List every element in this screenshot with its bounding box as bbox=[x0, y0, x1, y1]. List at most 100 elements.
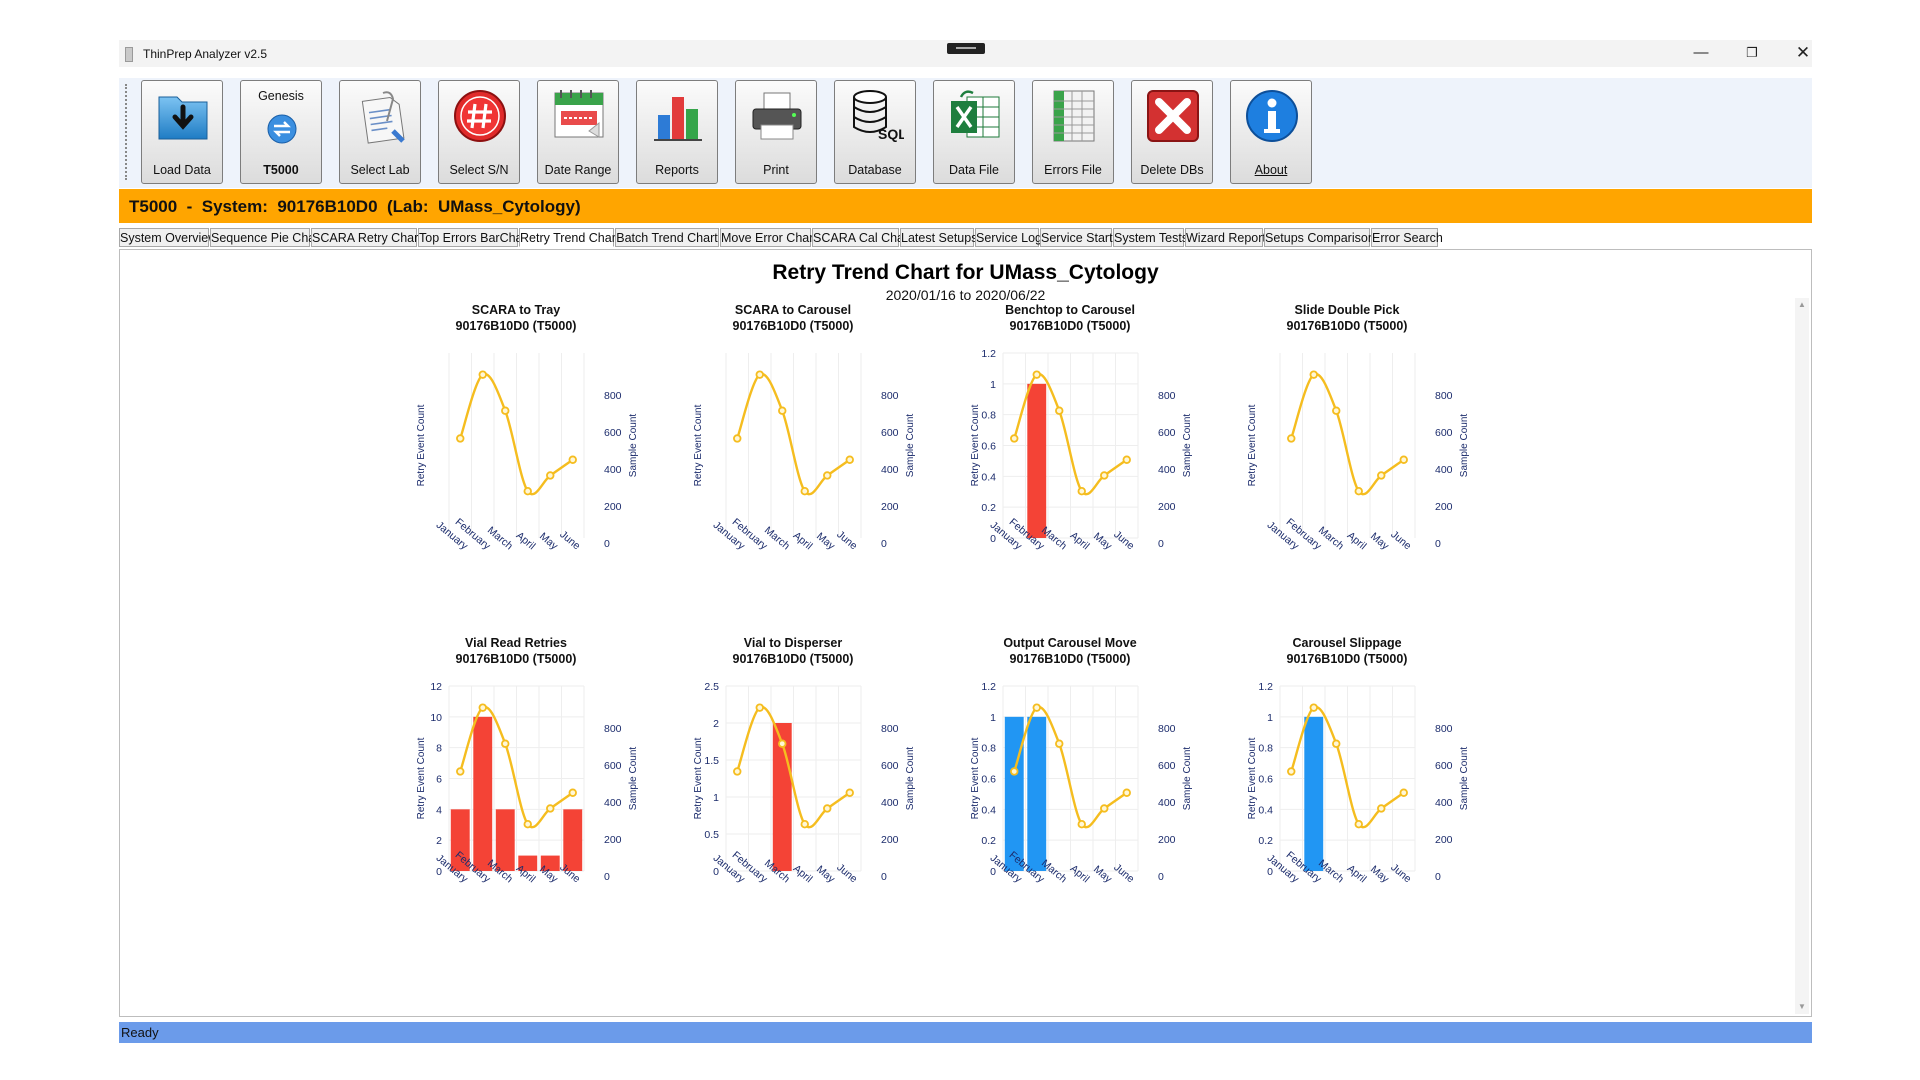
y-tick-label: 12 bbox=[430, 681, 442, 693]
print-button[interactable]: Print bbox=[735, 80, 817, 184]
sample-point-march bbox=[1055, 406, 1064, 415]
tab-scara-retry-chart[interactable]: SCARA Retry Chart bbox=[311, 228, 422, 247]
chart-title: Vial Read Retries bbox=[465, 636, 567, 650]
sample-point-june bbox=[1399, 455, 1408, 464]
x-tick-label: March bbox=[1316, 524, 1346, 552]
tab-service-starts[interactable]: Service Starts bbox=[1040, 228, 1119, 247]
sample-point-january bbox=[1010, 767, 1019, 776]
chart-panel-slide-double-pick: Slide Double Pick 90176B10D0 (T5000) 0 200 4… bbox=[1240, 298, 1480, 598]
tab-setups-comparison[interactable]: Setups Comparison bbox=[1264, 228, 1375, 247]
y-axis-title: Retry Event Count bbox=[970, 404, 981, 486]
data-file-button[interactable]: Data File bbox=[933, 80, 1015, 184]
tab-wizard-report[interactable]: Wizard Report bbox=[1185, 228, 1266, 247]
calendar-icon bbox=[554, 90, 604, 138]
tab-error-search[interactable]: Error Search bbox=[1371, 228, 1443, 247]
y2-tick-label: 0 bbox=[1158, 871, 1164, 883]
about-label: About bbox=[1254, 163, 1288, 177]
y-tick-label: 0 bbox=[436, 866, 442, 878]
scroll-up-icon[interactable]: ▲ bbox=[1798, 300, 1806, 309]
chart-svg: Carousel Slippage 90176B10D0 (T5000) 0 0.2 0… bbox=[1247, 636, 1470, 886]
y-tick-label: 2 bbox=[713, 718, 719, 730]
y2-axis-title: Sample Count bbox=[628, 747, 639, 811]
bar-february bbox=[1027, 383, 1047, 538]
y-tick-label: 2 bbox=[436, 835, 442, 847]
tab-system-overview[interactable]: System Overview bbox=[119, 228, 217, 247]
date-range-button[interactable]: Date Range bbox=[537, 80, 619, 184]
tab-strip: System Overview Sequence Pie Chart SCARA R… bbox=[119, 228, 1812, 248]
minimize-button[interactable]: — bbox=[1693, 44, 1709, 61]
sample-point-march bbox=[778, 739, 787, 748]
sample-point-march bbox=[1332, 406, 1341, 415]
select-sn-button[interactable]: Select S/N bbox=[438, 80, 520, 184]
reports-label: Reports bbox=[655, 163, 699, 177]
database-button[interactable]: SQL Database bbox=[834, 80, 916, 184]
tab-latest-setups[interactable]: Latest Setups bbox=[900, 228, 977, 247]
sample-point-january bbox=[733, 767, 742, 776]
y2-tick-label: 800 bbox=[881, 723, 899, 735]
sample-point-april bbox=[1354, 819, 1363, 829]
select-lab-button[interactable]: Select Lab bbox=[339, 80, 421, 184]
sample-point-february bbox=[478, 370, 487, 379]
chart-subtitle: 90176B10D0 (T5000) bbox=[1010, 319, 1131, 333]
errors-file-label: Errors File bbox=[1044, 163, 1102, 177]
load-data-button[interactable]: Load Data bbox=[141, 80, 223, 184]
scroll-down-icon[interactable]: ▼ bbox=[1798, 1002, 1806, 1011]
y-tick-label: 0.6 bbox=[1258, 774, 1273, 786]
chart-panel-vial-read-retries: Vial Read Retries 90176B10D0 (T5000) 0 2 4 6 8… bbox=[409, 631, 649, 931]
vertical-scrollbar[interactable] bbox=[1795, 298, 1809, 1014]
y-tick-label: 1.2 bbox=[981, 681, 996, 693]
maximize-button[interactable]: ❐ bbox=[1746, 45, 1758, 60]
chart-title: SCARA to Carousel bbox=[735, 303, 851, 317]
tab-sequence-pie-chart[interactable]: Sequence Pie Chart bbox=[210, 228, 323, 247]
app-icon bbox=[125, 47, 133, 62]
y-tick-label: 0.4 bbox=[981, 471, 996, 483]
tab-service-log[interactable]: Service Log bbox=[975, 228, 1042, 247]
y2-tick-label: 400 bbox=[1158, 464, 1176, 476]
errors-file-button[interactable]: Errors File bbox=[1032, 80, 1114, 184]
y2-tick-label: 0 bbox=[1435, 538, 1441, 550]
y2-tick-label: 600 bbox=[1435, 427, 1453, 439]
reports-button[interactable]: Reports bbox=[636, 80, 718, 184]
sample-point-may bbox=[1100, 471, 1109, 480]
hash-icon bbox=[454, 90, 506, 142]
tab-scara-cal-chart[interactable]: SCARA Cal Chart bbox=[812, 228, 912, 247]
y-tick-label: 1.2 bbox=[981, 348, 996, 360]
y-tick-label: 0 bbox=[990, 866, 996, 878]
y-axis-title: Retry Event Count bbox=[693, 404, 704, 486]
window-grip-icon[interactable] bbox=[947, 43, 985, 54]
delete-dbs-button[interactable]: Delete DBs bbox=[1131, 80, 1213, 184]
x-tick-label: May bbox=[814, 863, 837, 885]
toolbar-grip[interactable] bbox=[125, 84, 127, 180]
y-tick-label: 1 bbox=[713, 792, 719, 804]
y-tick-label: 0.4 bbox=[1258, 804, 1273, 816]
sample-point-february bbox=[755, 370, 764, 379]
x-tick-label: May bbox=[1368, 530, 1391, 552]
y-tick-label: 0.8 bbox=[981, 410, 996, 422]
x-tick-label: June bbox=[834, 528, 859, 552]
about-button[interactable]: About bbox=[1230, 80, 1312, 184]
select-sn-label: Select S/N bbox=[449, 163, 509, 177]
y2-axis-title: Sample Count bbox=[905, 414, 916, 478]
tab-top-errors-barchart[interactable]: Top Errors BarChart bbox=[418, 228, 530, 247]
database-sql-icon: SQL bbox=[853, 90, 904, 142]
sample-point-june bbox=[568, 788, 577, 797]
genesis-t5000-toggle-button[interactable]: Genesis T5000 bbox=[240, 80, 322, 184]
tab-system-tests[interactable]: System Tests bbox=[1113, 228, 1188, 247]
tab-move-error-chart[interactable]: Move Error Chart bbox=[720, 228, 817, 247]
tab-batch-trend-chart[interactable]: Batch Trend Chart bbox=[615, 228, 719, 247]
x-tick-label: April bbox=[514, 530, 538, 553]
sample-point-march bbox=[1332, 739, 1341, 748]
y-tick-label: 6 bbox=[436, 774, 442, 786]
tab-retry-trend-chart[interactable]: Retry Trend Chart bbox=[519, 228, 619, 247]
y-tick-label: 0.8 bbox=[981, 743, 996, 755]
chart-title: Carousel Slippage bbox=[1292, 636, 1401, 650]
chart-svg: SCARA to Tray 90176B10D0 (T5000) 0 200 400 60… bbox=[416, 303, 639, 553]
chart-panel-benchtop-to-carousel: Benchtop to Carousel 90176B10D0 (T5000) 0 0… bbox=[963, 298, 1203, 598]
y2-tick-label: 800 bbox=[881, 390, 899, 402]
x-tick-label: May bbox=[814, 530, 837, 552]
y2-tick-label: 400 bbox=[1158, 797, 1176, 809]
close-button[interactable]: ✕ bbox=[1795, 43, 1811, 62]
title-bar[interactable]: ThinPrep Analyzer v2.5 — ❐ ✕ bbox=[119, 40, 1812, 67]
y-axis-title: Retry Event Count bbox=[970, 737, 981, 819]
y-tick-label: 1 bbox=[990, 712, 996, 724]
